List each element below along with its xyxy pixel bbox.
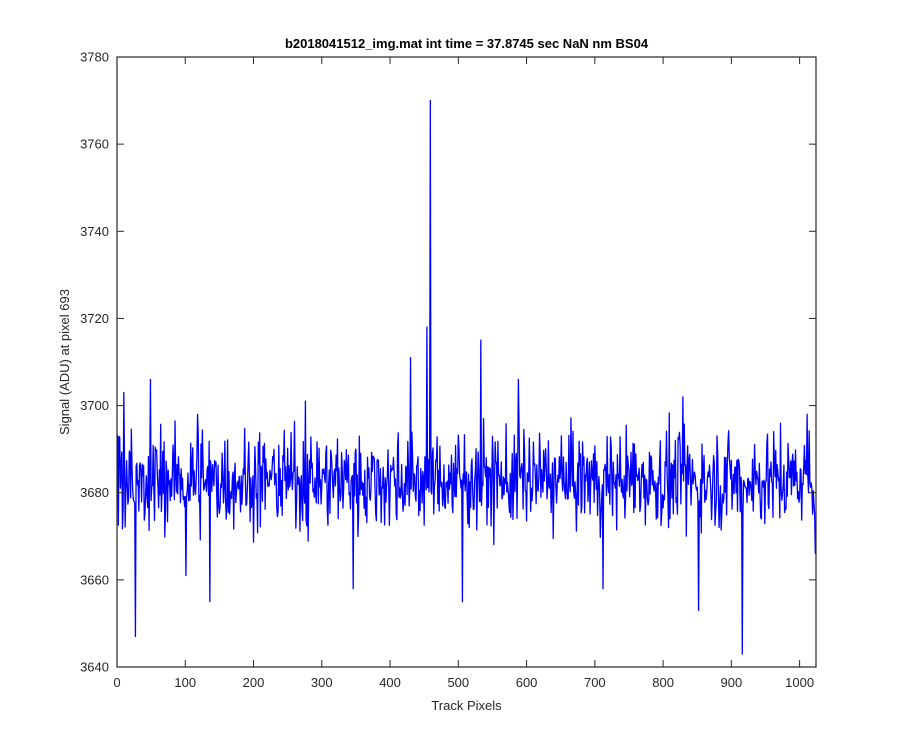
series-group: [116, 99, 816, 655]
y-tick-labels: 3640 3660 3680 3700 3720 3740 3760 3780: [80, 50, 109, 675]
y-tick-label: 3660: [80, 572, 109, 587]
chart-title: b2018041512_img.mat int time = 37.8745 s…: [285, 36, 649, 51]
y-tick-label: 3780: [80, 50, 109, 65]
x-tick-label: 100: [174, 675, 196, 690]
x-tick-label: 500: [447, 675, 469, 690]
x-tick-label: 800: [652, 675, 674, 690]
x-tick-label: 700: [584, 675, 606, 690]
x-tick-label: 1000: [785, 675, 814, 690]
plot-area: [116, 56, 817, 668]
x-tick-label: 200: [243, 675, 265, 690]
x-tick-labels: 0 100 200 300 400 500 600 700 800 900 1000: [113, 675, 814, 690]
plot-background: [117, 57, 816, 667]
x-tick-label: 400: [379, 675, 401, 690]
y-tick-label: 3760: [80, 137, 109, 152]
x-tick-label: 0: [113, 675, 120, 690]
x-tick-label: 300: [311, 675, 333, 690]
y-tick-label: 3700: [80, 398, 109, 413]
x-tick-label: 600: [516, 675, 538, 690]
y-tick-label: 3640: [80, 660, 109, 675]
signal-line: [116, 99, 816, 655]
x-axis-title: Track Pixels: [431, 698, 502, 713]
y-tick-label: 3740: [80, 224, 109, 239]
y-tick-label: 3680: [80, 485, 109, 500]
y-tick-label: 3720: [80, 311, 109, 326]
x-tick-label: 900: [721, 675, 743, 690]
axes-box: [116, 56, 817, 668]
y-axis-title: Signal (ADU) at pixel 693: [57, 289, 72, 435]
